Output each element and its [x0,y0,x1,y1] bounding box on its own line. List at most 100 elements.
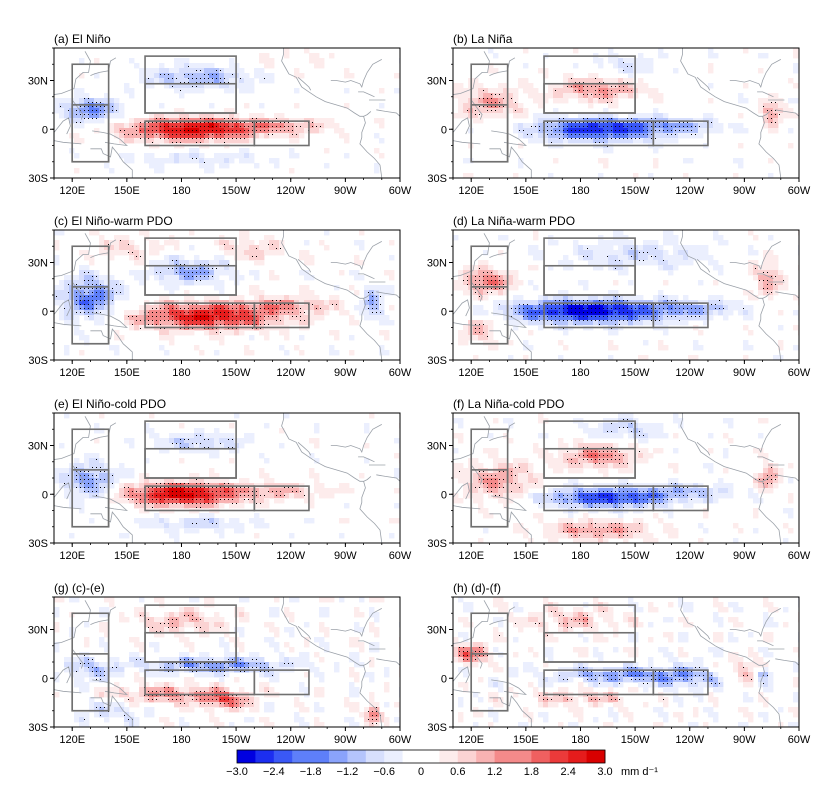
region-box [543,82,636,114]
x-tick-label: 180 [571,550,589,562]
region-box [144,264,237,296]
panel-h: (h) (d)-(f) 120E 150E 180 150W 120W 90W 60W 30N 0… [427,581,811,746]
colorbar-swatch [494,750,514,763]
x-tick-label: 90W [733,550,756,562]
panel-title: (e) El Niño-cold PDO [54,397,166,411]
region-boxes [470,237,709,345]
x-tick-label: 90W [334,550,357,562]
x-tick-label: 150W [222,550,251,562]
colorbar-swatch [365,750,385,763]
region-boxes [71,55,310,163]
region-box [71,286,110,345]
y-tick-label: 0 [42,489,48,501]
colorbar-swatch [255,750,275,763]
region-box [543,264,636,296]
panel-g: (g) (c)-(e) 120E 150E 180 150W 120W 90W 60W 30N 0… [28,581,412,746]
panel-c: (c) El Niño-warm PDO 120E 150E 180 150W 120W 9… [28,214,412,379]
colorbar-swatch [273,750,293,763]
colorbar-tick-label: 1.2 [487,766,502,778]
x-tick-label: 90W [334,734,357,746]
region-box [652,669,709,696]
panels: (a) El Niño 120E 150E 180 150W 120W 90W 60W 30N 0… [28,32,811,746]
panel-f: (f) La Niña-cold PDO 120E 150E 180 150W 120W 9… [427,397,811,562]
x-tick-label: 150E [114,734,140,746]
x-tick-label: 90W [334,367,357,379]
x-tick-label: 120W [276,367,305,379]
region-boxes [470,55,709,163]
x-tick-label: 120E [59,550,85,562]
x-tick-label: 60W [788,185,811,197]
x-tick-label: 180 [172,550,190,562]
x-tick-label: 150W [222,367,251,379]
y-tick-label: 30S [427,355,447,367]
x-tick-label: 90W [334,185,357,197]
x-tick-label: 180 [571,185,589,197]
region-box [470,653,509,712]
colorbar-swatch [531,750,551,763]
y-tick-label: 0 [42,124,48,136]
x-tick-label: 60W [389,550,412,562]
colorbar-tick-label: −1.2 [337,766,359,778]
colorbar-swatch [402,750,422,763]
x-tick-label: 120E [458,734,484,746]
panel-title: (a) El Niño [54,32,111,46]
colorbar: −3.0 −2.4 −1.8 −1.2 −0.6 0 0.6 1.2 1.8 2.4 3.0 mm d… [226,749,658,778]
y-tick-label: 0 [42,673,48,685]
colorbar-tick-label: 3.0 [597,766,612,778]
y-tick-label: 30N [28,258,48,270]
x-tick-label: 150W [621,734,650,746]
x-tick-label: 120E [458,185,484,197]
colorbar-tick-label: −3.0 [226,766,248,778]
y-tick-label: 30N [28,625,48,637]
colorbar-swatch [476,750,495,763]
x-tick-label: 90W [733,734,756,746]
x-tick-label: 120W [675,367,704,379]
x-tick-label: 60W [788,367,811,379]
x-tick-label: 120E [59,185,85,197]
x-tick-label: 150E [513,367,539,379]
panel-a: (a) El Niño 120E 150E 180 150W 120W 90W 60W 30N 0… [28,32,412,197]
y-tick-label: 30S [28,173,48,185]
x-tick-label: 120W [276,185,305,197]
region-box [144,82,237,114]
x-tick-label: 150W [222,734,251,746]
panel-title: (h) (d)-(f) [453,581,501,595]
x-tick-label: 180 [571,734,589,746]
y-tick-label: 0 [441,124,447,136]
colorbar-tick-label: 1.8 [524,766,539,778]
x-tick-label: 120W [276,550,305,562]
x-tick-label: 150E [513,550,539,562]
colorbar-unit: mm d⁻¹ [621,766,658,778]
y-tick-label: 30S [28,722,48,734]
x-tick-label: 150E [513,734,539,746]
region-box [652,302,709,329]
panel-title: (g) (c)-(e) [54,581,105,595]
region-box [652,120,709,147]
colorbar-swatch [329,750,348,763]
region-box [253,485,310,512]
y-tick-label: 30S [427,538,447,550]
region-boxes [470,604,709,712]
x-tick-label: 60W [788,734,811,746]
colorbar-tick-label: 0.6 [450,766,465,778]
x-tick-label: 120E [59,734,85,746]
panel-title: (d) La Niña-warm PDO [453,214,575,228]
colorbar-swatch [237,750,256,763]
y-tick-label: 30N [28,441,48,453]
region-boxes [470,420,709,528]
region-box [470,469,509,528]
coastlines [453,48,799,178]
y-tick-label: 0 [441,489,447,501]
y-tick-label: 30N [28,76,48,88]
colorbar-swatch [292,750,311,763]
colorbar-swatch [439,750,459,763]
region-box [144,631,237,663]
colorbar-swatch [568,750,587,763]
colorbar-swatch [457,750,477,763]
y-tick-label: 30S [28,538,48,550]
significance-stipple [459,611,768,700]
y-tick-label: 0 [441,306,447,318]
y-tick-label: 30N [427,441,447,453]
colorbar-tick-label: −0.6 [373,766,395,778]
